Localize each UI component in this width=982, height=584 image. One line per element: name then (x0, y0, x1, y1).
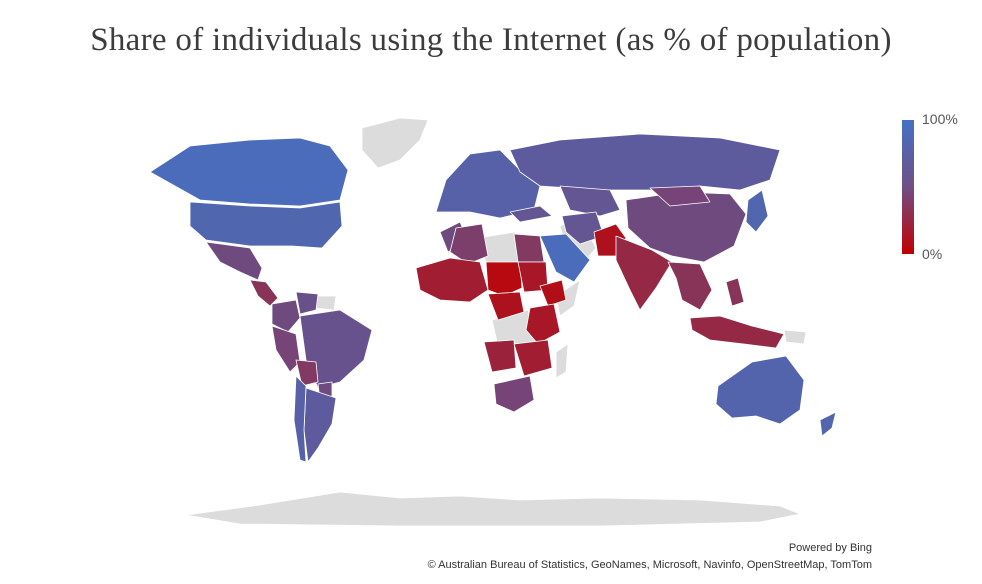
Niger-Chad[interactable] (485, 261, 523, 297)
USA[interactable] (189, 201, 343, 249)
Somalia[interactable] (555, 279, 581, 317)
Papua New Guinea[interactable] (783, 329, 807, 345)
Kazakhstan[interactable] (559, 185, 621, 217)
Japan[interactable] (745, 189, 769, 233)
West Africa[interactable] (415, 257, 489, 303)
Peru[interactable] (271, 325, 301, 373)
legend-min-label: 0% (922, 246, 943, 262)
Central Africa[interactable] (487, 291, 525, 321)
Angola[interactable] (483, 339, 517, 373)
Iran[interactable] (561, 211, 605, 245)
Colombia[interactable] (271, 299, 301, 333)
Algeria[interactable] (449, 223, 489, 265)
credits-text: © Australian Bureau of Statistics, GeoNa… (427, 559, 872, 571)
Ethiopia[interactable] (539, 279, 567, 307)
Southeast Asia[interactable] (667, 261, 713, 311)
legend-max-label: 100% (922, 111, 958, 127)
Mongolia[interactable] (649, 185, 711, 207)
Argentina[interactable] (303, 387, 337, 463)
powered-by-text: Powered by Bing (788, 542, 872, 554)
Saudi Arabia[interactable] (539, 233, 591, 283)
Australia[interactable] (715, 355, 805, 425)
Chile[interactable] (293, 375, 307, 463)
Philippines[interactable] (725, 277, 745, 307)
India[interactable] (615, 235, 673, 311)
Antarctica[interactable] (185, 491, 801, 527)
Indonesia[interactable] (689, 315, 785, 349)
New Zealand[interactable] (819, 411, 837, 437)
Russia[interactable] (509, 133, 781, 191)
Madagascar[interactable] (555, 343, 569, 379)
Central America[interactable] (249, 279, 279, 307)
Venezuela[interactable] (295, 291, 319, 315)
Bolivia[interactable] (295, 359, 319, 387)
China[interactable] (625, 191, 747, 263)
legend-color-scale (902, 120, 914, 254)
map-title: Share of individuals using the Internet … (90, 22, 892, 58)
Egypt[interactable] (513, 233, 545, 263)
Canada[interactable] (149, 137, 349, 207)
South Africa[interactable] (493, 375, 535, 413)
Southern Africa[interactable] (513, 339, 553, 377)
Greenland[interactable] (361, 117, 429, 169)
East Africa[interactable] (525, 303, 561, 345)
Mexico[interactable] (205, 241, 263, 281)
Turkey[interactable] (509, 205, 553, 223)
